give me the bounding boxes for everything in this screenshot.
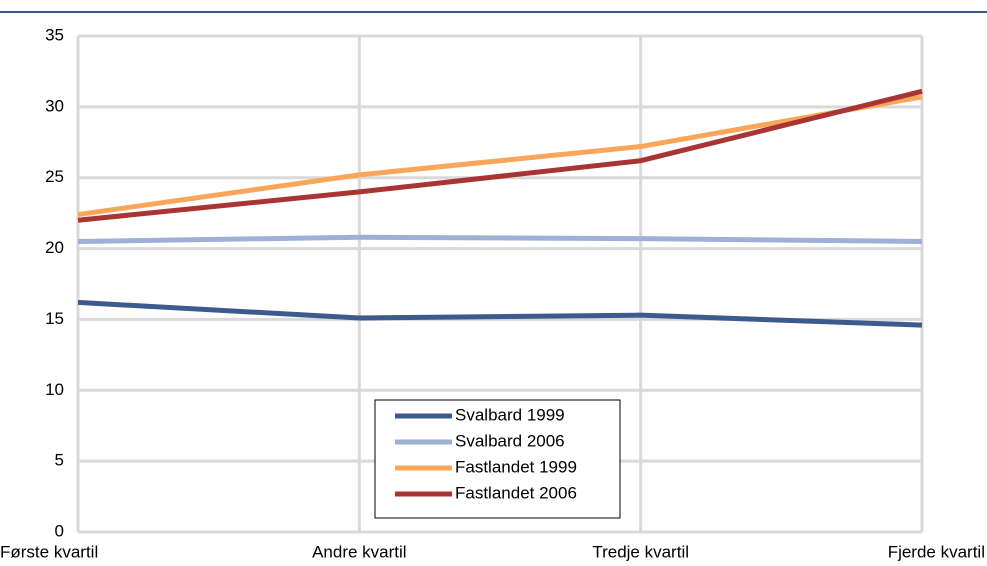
x-tick-label: Første kvartil <box>0 542 98 561</box>
series-lines <box>77 88 923 328</box>
y-tick-label: 30 <box>45 96 64 115</box>
legend-label: Fastlandet 2006 <box>455 483 577 502</box>
y-tick-label: 10 <box>45 380 64 399</box>
y-tick-label: 15 <box>45 309 64 328</box>
legend-label: Svalbard 1999 <box>455 405 565 424</box>
y-tick-label: 25 <box>45 167 64 186</box>
legend-box <box>374 399 621 519</box>
y-tick-label: 0 <box>55 521 64 540</box>
series-line <box>77 94 923 218</box>
series-line <box>77 88 923 223</box>
x-tick-label: Tredje kvartil <box>592 542 689 561</box>
legend: Svalbard 1999 Svalbard 2006 Fastlandet 199… <box>395 405 577 502</box>
y-tick-label: 35 <box>45 25 64 44</box>
y-tick-label: 20 <box>45 238 64 257</box>
series-line <box>77 299 923 328</box>
x-tick-label: Andre kvartil <box>312 542 406 561</box>
y-tick-label: 5 <box>55 451 64 470</box>
legend-label: Fastlandet 1999 <box>455 457 577 476</box>
x-tick-label: Fjerde kvartil <box>888 542 985 561</box>
legend-label: Svalbard 2006 <box>455 431 565 450</box>
series-line <box>77 234 923 244</box>
